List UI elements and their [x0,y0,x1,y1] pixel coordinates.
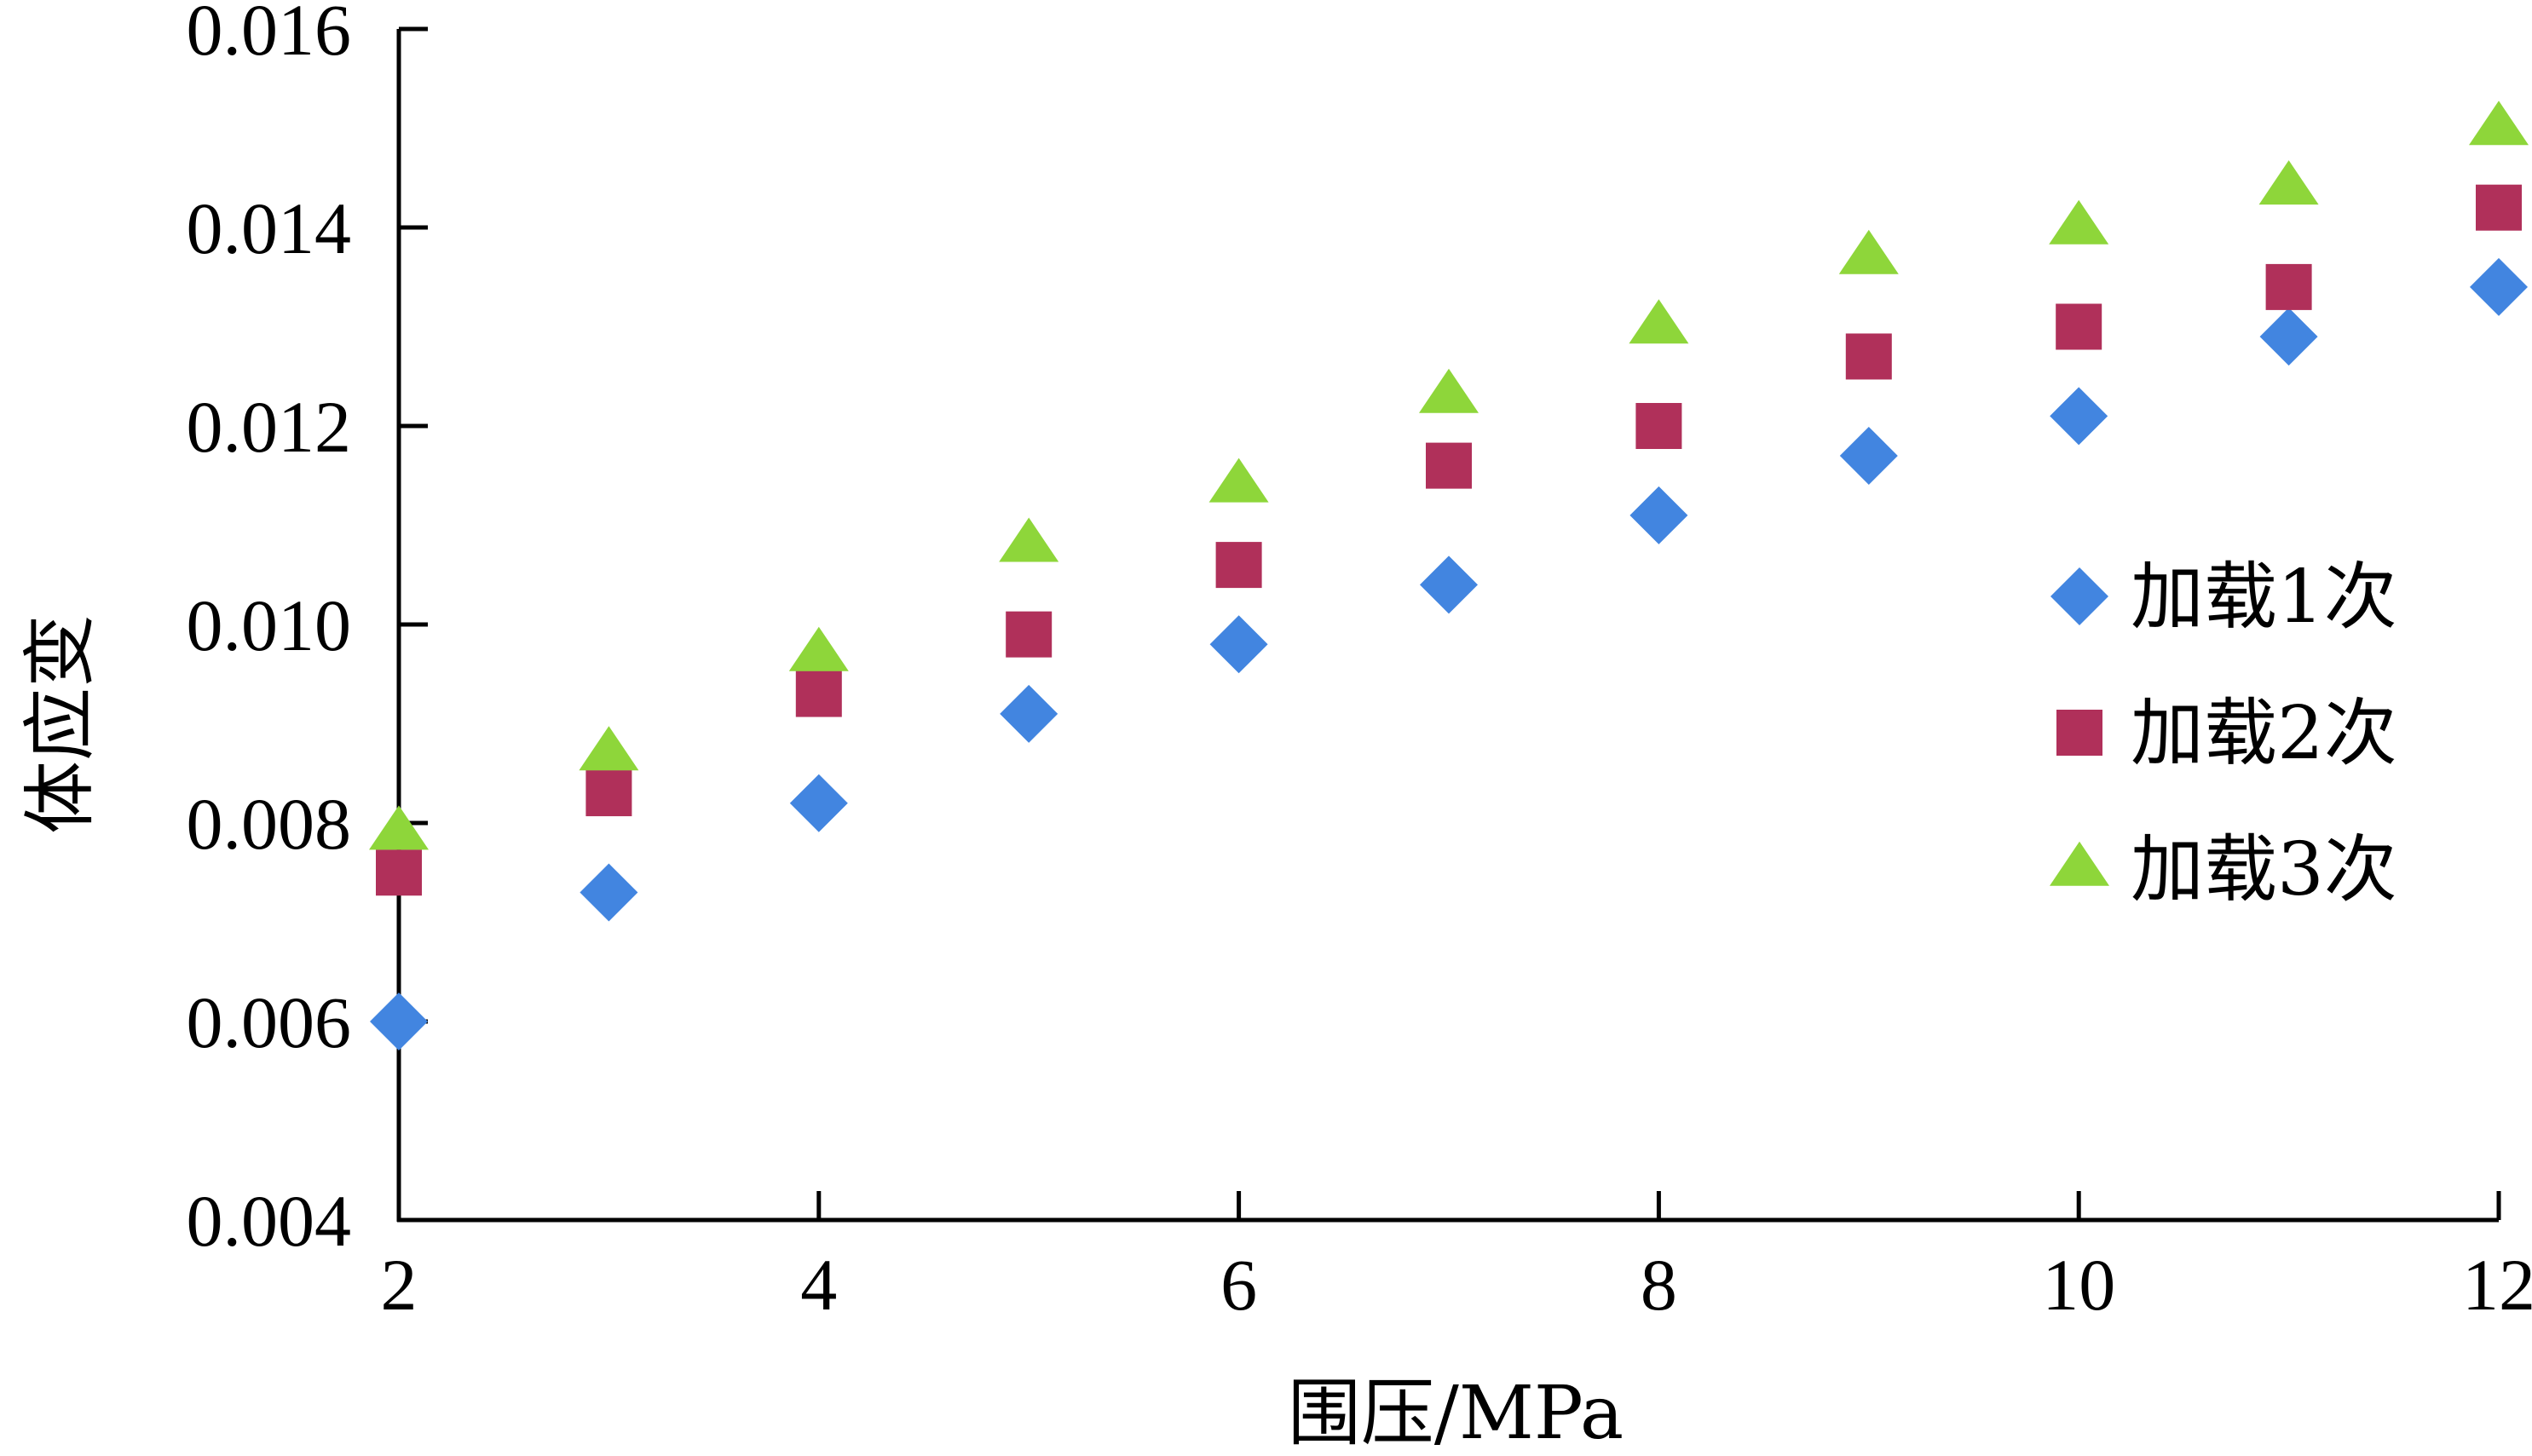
y-tick-label: 0.006 [187,981,352,1063]
y-tick-label: 0.016 [187,0,352,71]
series3-point [1419,368,1479,413]
x-tick-label: 2 [381,1244,418,1326]
x-axis-title: 围压/MPa [1288,1371,1624,1456]
legend-marker-2 [2056,710,2102,756]
series3-point [999,517,1059,562]
series1-point [370,993,428,1050]
series3-point [2049,199,2109,245]
y-tick-label: 0.014 [187,187,352,269]
y-tick-label: 0.004 [187,1180,352,1262]
x-tick-label: 12 [2462,1244,2532,1326]
y-tick-label: 0.008 [187,783,352,865]
data-points [369,101,2529,1050]
series2-point [795,670,842,717]
series3-point [1208,458,1269,503]
series3-point [369,805,429,850]
series1-point [789,774,848,832]
legend-label-2: 加载2次 [2131,691,2397,776]
series1-point [2050,387,2108,446]
legend-marker-1 [2050,567,2108,625]
series2-point [1845,333,1892,380]
series1-point [1629,486,1688,544]
y-tick-label: 0.012 [187,386,352,468]
series2-point [2056,303,2102,350]
series2-point [1635,403,1682,449]
series1-point [1209,615,1268,674]
y-tick-label: 0.010 [187,584,352,666]
series2-point [2265,263,2312,310]
x-tick-label: 8 [1641,1244,1677,1326]
x-tick-label: 4 [800,1244,837,1326]
series2-point [1215,542,1262,589]
series1-point [1420,555,1478,614]
series2-point [2476,184,2522,231]
series2-point [1006,611,1053,658]
series3-point [1629,299,1689,344]
legend-label-3: 加载3次 [2131,827,2397,912]
series1-point [1839,426,1898,485]
series1-point [2259,308,2318,366]
series1-point [1000,684,1058,743]
axes: 0.004 0.006 0.008 0.010 0.012 0.014 0.016 2 4 6 8 1… [187,0,2532,1326]
series3-point [2258,160,2319,205]
series3-point [1838,229,1899,274]
legend-label-1: 加载1次 [2131,555,2397,640]
series2-point [585,770,632,817]
legend-marker-3 [2050,841,2109,886]
y-axis-title: 体应变 [18,614,103,834]
x-tick-label: 6 [1220,1244,1257,1326]
series2-point [1426,442,1472,489]
x-tick-label: 10 [2042,1244,2115,1326]
series3-point [2469,101,2529,146]
series3-point [579,726,639,771]
series2-point [376,849,422,896]
series1-point [2470,257,2528,316]
series1-point [580,863,638,922]
series3-point [788,626,849,671]
